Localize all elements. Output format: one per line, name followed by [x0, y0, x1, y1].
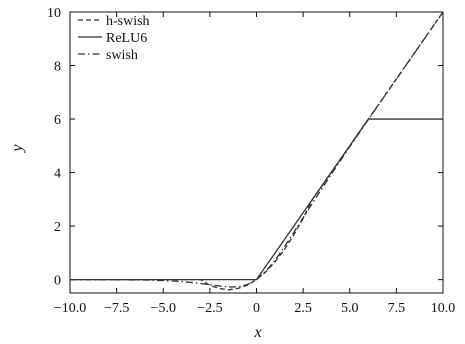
y-axis-label: y — [9, 144, 26, 154]
legend-label-swish: swish — [106, 48, 138, 63]
y-ticks: 0 2 4 6 8 10 — [47, 6, 443, 289]
x-axis-label: x — [253, 324, 261, 341]
x-tick-label: 2.5 — [294, 301, 312, 316]
x-tick-label: −5.0 — [151, 301, 176, 316]
y-tick-label: 0 — [54, 274, 61, 289]
series-line-relu6 — [70, 118, 443, 281]
y-tick-label: 8 — [54, 60, 61, 75]
x-tick-label: 7.5 — [388, 301, 406, 316]
series-line-swish — [69, 11, 444, 288]
y-tick-label: 4 — [54, 167, 61, 182]
legend-label-h-swish: h-swish — [106, 14, 150, 29]
x-tick-label: 5.0 — [341, 301, 359, 316]
x-ticks: −10.0 −7.5 −5.0 −2.5 0 2.5 5.0 7.5 10.0 — [54, 12, 455, 316]
legend: h-swish ReLU6 swish — [78, 14, 150, 63]
series-lines — [69, 11, 444, 291]
x-tick-label: −2.5 — [197, 301, 222, 316]
x-tick-label: 10.0 — [431, 301, 456, 316]
x-tick-label: −10.0 — [54, 301, 86, 316]
y-tick-label: 2 — [54, 220, 61, 235]
legend-label-relu6: ReLU6 — [106, 31, 147, 46]
y-tick-label: 10 — [47, 6, 61, 21]
y-tick-label: 6 — [54, 113, 61, 128]
x-tick-label: −7.5 — [104, 301, 129, 316]
x-tick-label: 0 — [253, 301, 260, 316]
